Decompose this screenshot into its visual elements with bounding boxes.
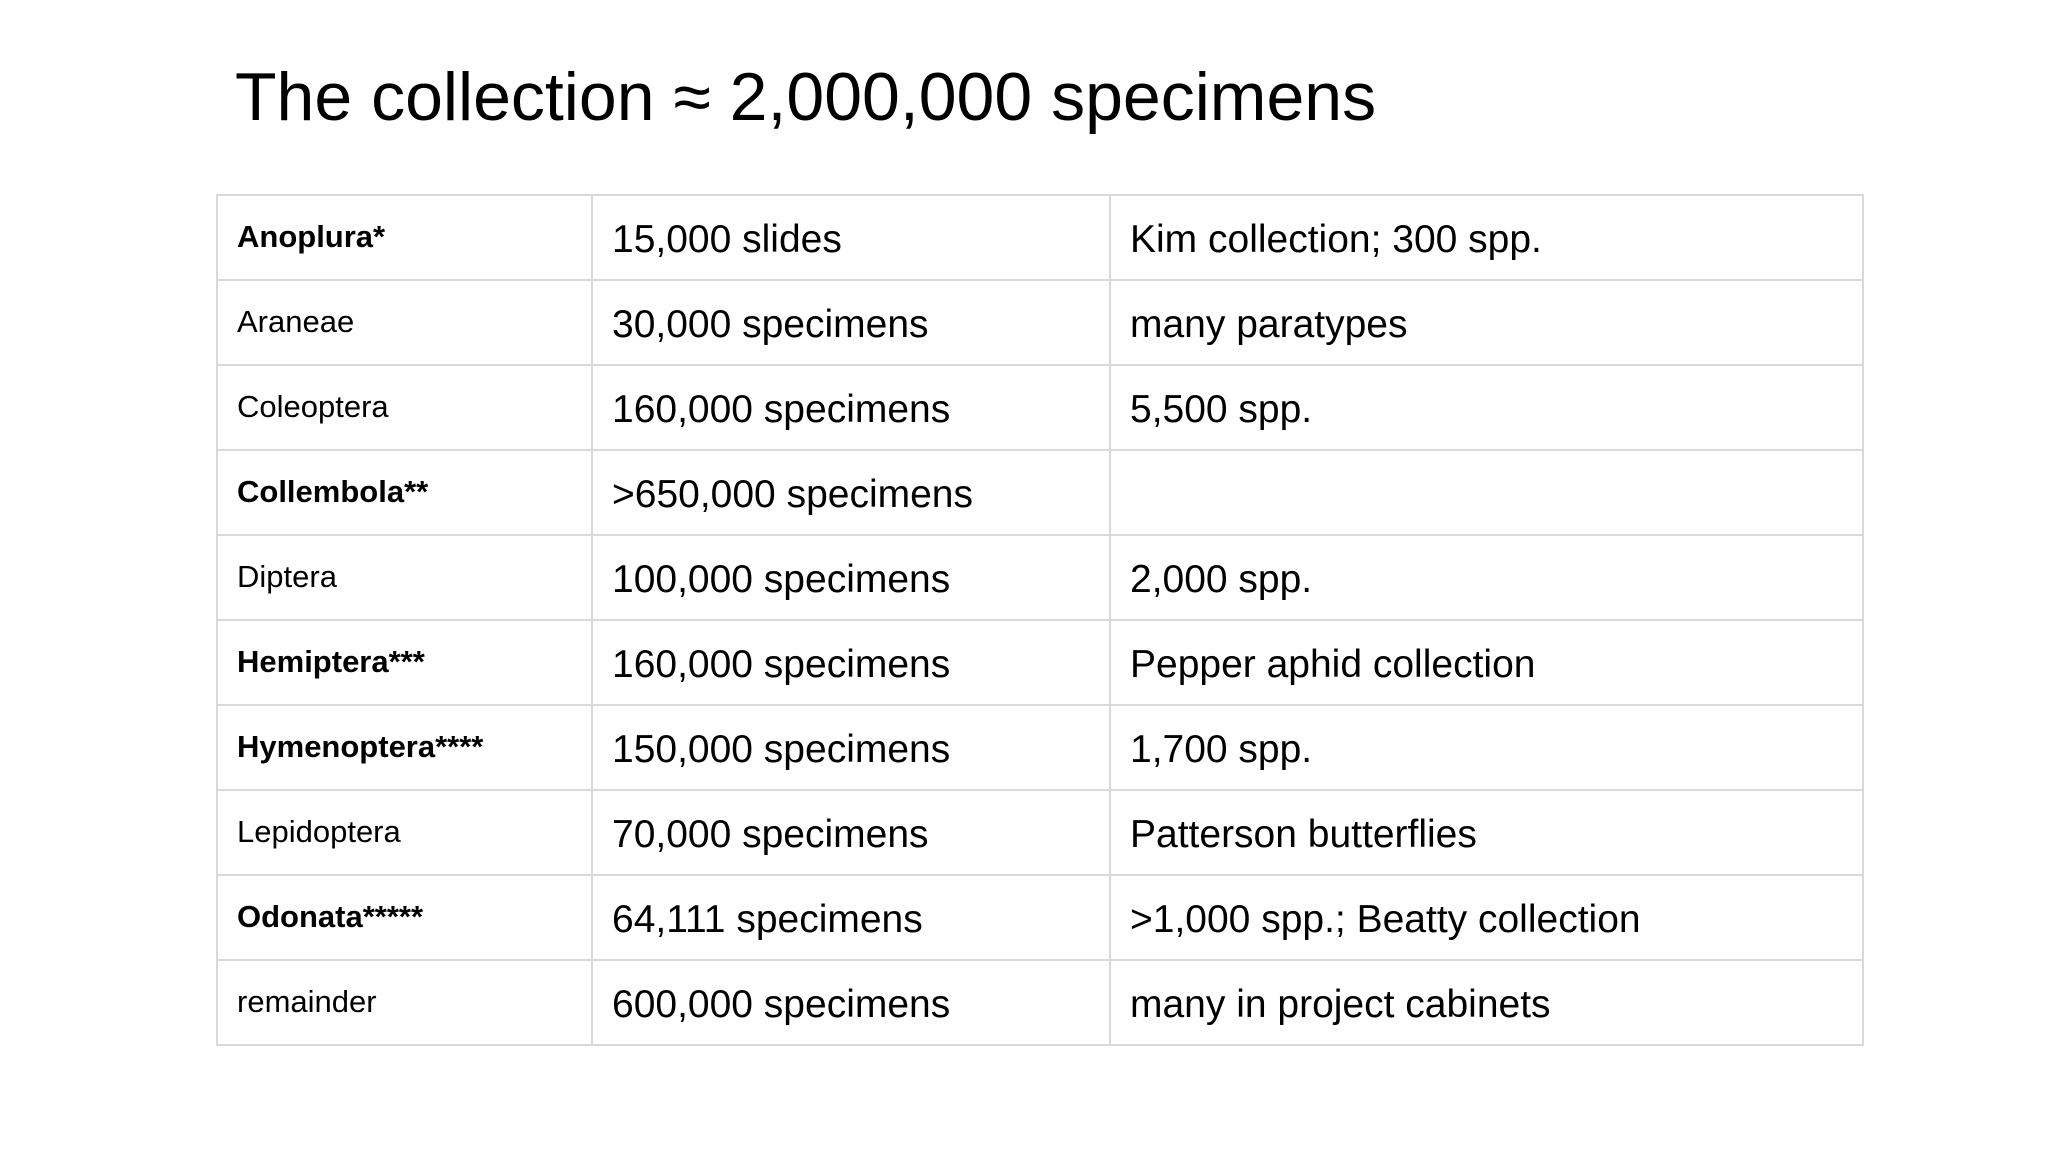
order-cell: Diptera [216,534,593,621]
order-name: Coleoptera [237,389,389,424]
count-cell: 150,000 specimens [591,704,1111,791]
count-cell: 600,000 specimens [591,959,1111,1046]
specimen-count: 100,000 specimens [612,558,951,601]
order-cell: Collembola** [216,449,593,536]
note-cell: 1,700 spp. [1109,704,1864,791]
note-cell: 5,500 spp. [1109,364,1864,451]
note-cell: Patterson butterflies [1109,789,1864,876]
order-name: Diptera [237,559,337,594]
collection-note: Kim collection; 300 spp. [1130,218,1542,261]
order-cell: Lepidoptera [216,789,593,876]
table-row: Anoplura* 15,000 slides Kim collection; … [216,194,1864,281]
count-cell: 15,000 slides [591,194,1111,281]
count-cell: >650,000 specimens [591,449,1111,536]
table-row: Diptera 100,000 specimens 2,000 spp. [216,534,1864,621]
specimen-count: >650,000 specimens [612,473,973,516]
specimen-count: 600,000 specimens [612,983,951,1026]
collection-table: Anoplura* 15,000 slides Kim collection; … [216,194,1864,1046]
note-cell: >1,000 spp.; Beatty collection [1109,874,1864,961]
order-name: Odonata***** [237,899,424,934]
specimen-count: 70,000 specimens [612,813,929,856]
collection-note: Patterson butterflies [1130,813,1477,856]
collection-note: Pepper aphid collection [1130,643,1536,686]
table-row: Collembola** >650,000 specimens [216,449,1864,536]
order-name: Lepidoptera [237,814,401,849]
note-cell: Pepper aphid collection [1109,619,1864,706]
specimen-count: 160,000 specimens [612,643,951,686]
specimen-count: 64,111 specimens [612,898,923,941]
note-cell: 2,000 spp. [1109,534,1864,621]
order-cell: Odonata***** [216,874,593,961]
note-cell: many paratypes [1109,279,1864,366]
specimen-count: 30,000 specimens [612,303,929,346]
table-row: Hymenoptera**** 150,000 specimens 1,700 … [216,704,1864,791]
table-row: Coleoptera 160,000 specimens 5,500 spp. [216,364,1864,451]
count-cell: 70,000 specimens [591,789,1111,876]
order-cell: Araneae [216,279,593,366]
collection-note: 5,500 spp. [1130,388,1313,431]
order-name: Hemiptera*** [237,644,425,679]
order-name: Hymenoptera**** [237,729,484,764]
note-cell: many in project cabinets [1109,959,1864,1046]
specimen-count: 150,000 specimens [612,728,951,771]
count-cell: 64,111 specimens [591,874,1111,961]
count-cell: 160,000 specimens [591,364,1111,451]
collection-note: 1,700 spp. [1130,728,1313,771]
table-row: Lepidoptera 70,000 specimens Patterson b… [216,789,1864,876]
order-cell: Hymenoptera**** [216,704,593,791]
note-cell [1109,449,1864,536]
collection-note: many in project cabinets [1130,983,1551,1026]
order-name: Collembola** [237,474,429,509]
specimen-count: 160,000 specimens [612,388,951,431]
collection-note [1130,451,1843,471]
count-cell: 100,000 specimens [591,534,1111,621]
order-cell: Hemiptera*** [216,619,593,706]
note-cell: Kim collection; 300 spp. [1109,194,1864,281]
order-name: Araneae [237,304,355,339]
order-name: Anoplura* [237,219,386,254]
table-row: Odonata***** 64,111 specimens >1,000 spp… [216,874,1864,961]
order-cell: Anoplura* [216,194,593,281]
order-cell: Coleoptera [216,364,593,451]
order-name: remainder [237,984,377,1019]
collection-note: many paratypes [1130,303,1408,346]
order-cell: remainder [216,959,593,1046]
count-cell: 30,000 specimens [591,279,1111,366]
collection-note: >1,000 spp.; Beatty collection [1130,898,1641,941]
slide-title: The collection ≈ 2,000,000 specimens [235,59,1377,135]
collection-note: 2,000 spp. [1130,558,1313,601]
table-row: Araneae 30,000 specimens many paratypes [216,279,1864,366]
table-row: remainder 600,000 specimens many in proj… [216,959,1864,1046]
table-row: Hemiptera*** 160,000 specimens Pepper ap… [216,619,1864,706]
count-cell: 160,000 specimens [591,619,1111,706]
specimen-count: 15,000 slides [612,218,842,261]
